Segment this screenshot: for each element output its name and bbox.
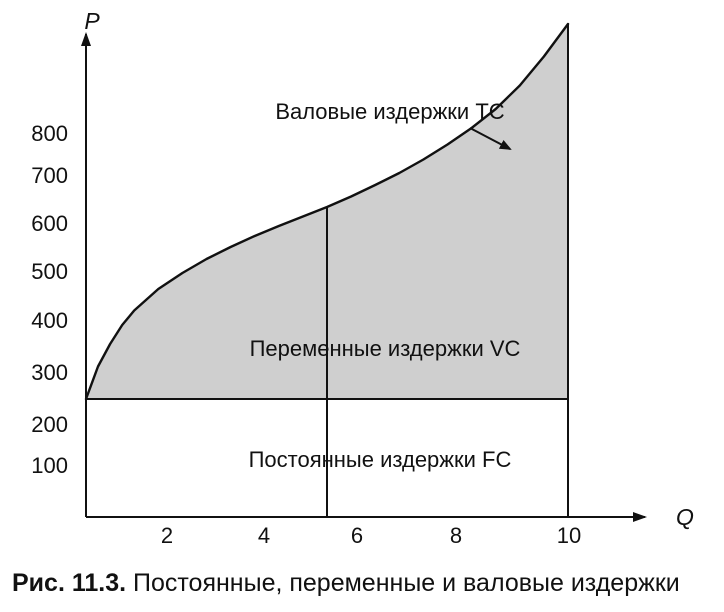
x-tick-label-6: 6 (351, 523, 363, 548)
x-axis-label: Q (676, 504, 694, 530)
y-tick-label-700: 700 (31, 163, 68, 188)
y-tick-label-400: 400 (31, 308, 68, 333)
y-tick-label-200: 200 (31, 412, 68, 437)
total-cost-callout-arrow (469, 127, 512, 150)
total-cost-curve (84, 22, 570, 401)
total-cost-label: Валовые издержки TC (275, 99, 504, 124)
x-tick-label-8: 8 (450, 523, 462, 548)
y-tick-label-300: 300 (31, 360, 68, 385)
variable-cost-label: Переменные издержки VC (250, 336, 521, 361)
x-tick-label-2: 2 (161, 523, 173, 548)
figure-caption-text: Постоянные, переменные и валовые издержк… (126, 569, 680, 597)
figure-caption: Рис. 11.3. Постоянные, переменные и вало… (12, 566, 717, 600)
y-tick-label-600: 600 (31, 211, 68, 236)
y-tick-label-500: 500 (31, 259, 68, 284)
fixed-cost-label: Постоянные издержки FC (249, 447, 512, 472)
cost-chart: P Q 100 200 300 400 500 600 700 800 2 4 6 8 10 Валовые … (31, 8, 694, 548)
y-tick-label-100: 100 (31, 453, 68, 478)
x-tick-label-10: 10 (557, 523, 581, 548)
y-tick-label-800: 800 (31, 121, 68, 146)
figure-caption-number: Рис. 11.3. (12, 569, 127, 597)
x-tick-label-4: 4 (258, 523, 270, 548)
y-axis-label: P (84, 8, 100, 34)
